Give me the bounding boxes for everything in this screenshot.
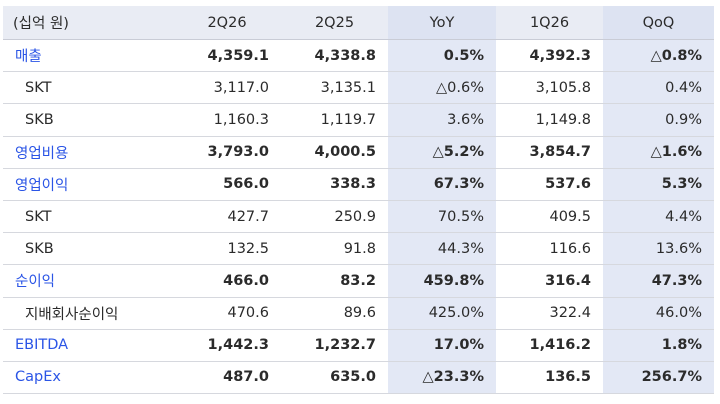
- value-2q25: 4,000.5: [281, 136, 388, 169]
- table-row: CapEx 487.0 635.0 △23.3% 136.5 256.7%: [3, 361, 714, 395]
- table-header: (십억 원) 2Q26 2Q25 YoY 1Q26 QoQ: [3, 6, 714, 40]
- value-2q26: 132.5: [173, 232, 281, 266]
- value-2q26: 3,793.0: [173, 136, 281, 169]
- value-1q26: 1,149.8: [496, 103, 603, 137]
- value-yoy: 67.3%: [388, 168, 496, 201]
- value-1q26: 4,392.3: [496, 39, 603, 73]
- value-yoy: △23.3%: [388, 361, 496, 395]
- row-label: 영업이익: [3, 168, 173, 201]
- value-2q26: 470.6: [173, 297, 281, 330]
- value-2q25: 89.6: [281, 297, 388, 330]
- row-label: EBITDA: [3, 329, 173, 362]
- table-row: 지배회사순이익 470.6 89.6 425.0% 322.4 46.0%: [3, 297, 714, 330]
- financial-table-container: (십억 원) 2Q26 2Q25 YoY 1Q26 QoQ 매출 4,359.1 4…: [3, 6, 714, 395]
- value-qoq: 0.9%: [603, 103, 714, 137]
- value-2q26: 1,160.3: [173, 103, 281, 137]
- table-row: 영업비용 3,793.0 4,000.5 △5.2% 3,854.7 △1.6%: [3, 136, 714, 169]
- value-2q25: 91.8: [281, 232, 388, 266]
- value-yoy: 3.6%: [388, 103, 496, 137]
- value-yoy: △5.2%: [388, 136, 496, 169]
- row-label: SKB: [3, 103, 173, 137]
- unit-label: (십억 원): [3, 6, 173, 40]
- value-2q26: 566.0: [173, 168, 281, 201]
- value-yoy: 44.3%: [388, 232, 496, 266]
- value-2q26: 1,442.3: [173, 329, 281, 362]
- column-header-1q26: 1Q26: [496, 6, 603, 40]
- value-qoq: 1.8%: [603, 329, 714, 362]
- row-label: SKT: [3, 200, 173, 234]
- value-yoy: 70.5%: [388, 200, 496, 234]
- table-row: 매출 4,359.1 4,338.8 0.5% 4,392.3 △0.8%: [3, 39, 714, 73]
- value-2q25: 4,338.8: [281, 39, 388, 73]
- column-header-2q26: 2Q26: [173, 6, 281, 40]
- column-header-qoq: QoQ: [603, 6, 714, 40]
- value-2q25: 635.0: [281, 361, 388, 395]
- value-2q26: 3,117.0: [173, 71, 281, 105]
- row-label: SKB: [3, 232, 173, 266]
- value-qoq: 4.4%: [603, 200, 714, 234]
- value-yoy: △0.6%: [388, 71, 496, 105]
- value-1q26: 3,854.7: [496, 136, 603, 169]
- value-1q26: 1,416.2: [496, 329, 603, 362]
- value-2q26: 4,359.1: [173, 39, 281, 73]
- value-2q26: 487.0: [173, 361, 281, 395]
- value-qoq: △1.6%: [603, 136, 714, 169]
- column-header-2q25: 2Q25: [281, 6, 388, 40]
- value-2q25: 3,135.1: [281, 71, 388, 105]
- table-row: SKT 3,117.0 3,135.1 △0.6% 3,105.8 0.4%: [3, 71, 714, 105]
- value-yoy: 0.5%: [388, 39, 496, 73]
- table-row: SKB 132.5 91.8 44.3% 116.6 13.6%: [3, 232, 714, 266]
- value-qoq: 0.4%: [603, 71, 714, 105]
- table-row: SKT 427.7 250.9 70.5% 409.5 4.4%: [3, 200, 714, 234]
- value-2q26: 466.0: [173, 264, 281, 298]
- value-qoq: 13.6%: [603, 232, 714, 266]
- table-row: 순이익 466.0 83.2 459.8% 316.4 47.3%: [3, 264, 714, 298]
- value-qoq: 46.0%: [603, 297, 714, 330]
- value-1q26: 116.6: [496, 232, 603, 266]
- value-1q26: 537.6: [496, 168, 603, 201]
- financial-summary-table: (십억 원) 2Q26 2Q25 YoY 1Q26 QoQ 매출 4,359.1 4…: [3, 6, 714, 395]
- value-1q26: 136.5: [496, 361, 603, 395]
- value-2q25: 338.3: [281, 168, 388, 201]
- row-label: 순이익: [3, 264, 173, 298]
- value-1q26: 322.4: [496, 297, 603, 330]
- row-label: 매출: [3, 39, 173, 73]
- value-qoq: 47.3%: [603, 264, 714, 298]
- table-row: EBITDA 1,442.3 1,232.7 17.0% 1,416.2 1.8%: [3, 329, 714, 362]
- value-1q26: 409.5: [496, 200, 603, 234]
- header-row: (십억 원) 2Q26 2Q25 YoY 1Q26 QoQ: [3, 6, 714, 40]
- value-qoq: 256.7%: [603, 361, 714, 395]
- value-qoq: △0.8%: [603, 39, 714, 73]
- value-yoy: 17.0%: [388, 329, 496, 362]
- value-1q26: 316.4: [496, 264, 603, 298]
- table-row: SKB 1,160.3 1,119.7 3.6% 1,149.8 0.9%: [3, 103, 714, 137]
- table-body: 매출 4,359.1 4,338.8 0.5% 4,392.3 △0.8% SKT 3,117…: [3, 39, 714, 395]
- row-label: SKT: [3, 71, 173, 105]
- value-qoq: 5.3%: [603, 168, 714, 201]
- value-2q25: 83.2: [281, 264, 388, 298]
- value-yoy: 425.0%: [388, 297, 496, 330]
- value-2q25: 250.9: [281, 200, 388, 234]
- value-1q26: 3,105.8: [496, 71, 603, 105]
- column-header-yoy: YoY: [388, 6, 496, 40]
- value-2q25: 1,119.7: [281, 103, 388, 137]
- table-row: 영업이익 566.0 338.3 67.3% 537.6 5.3%: [3, 168, 714, 201]
- value-2q26: 427.7: [173, 200, 281, 234]
- row-label: 영업비용: [3, 136, 173, 169]
- row-label: 지배회사순이익: [3, 297, 173, 330]
- row-label: CapEx: [3, 361, 173, 395]
- value-yoy: 459.8%: [388, 264, 496, 298]
- value-2q25: 1,232.7: [281, 329, 388, 362]
